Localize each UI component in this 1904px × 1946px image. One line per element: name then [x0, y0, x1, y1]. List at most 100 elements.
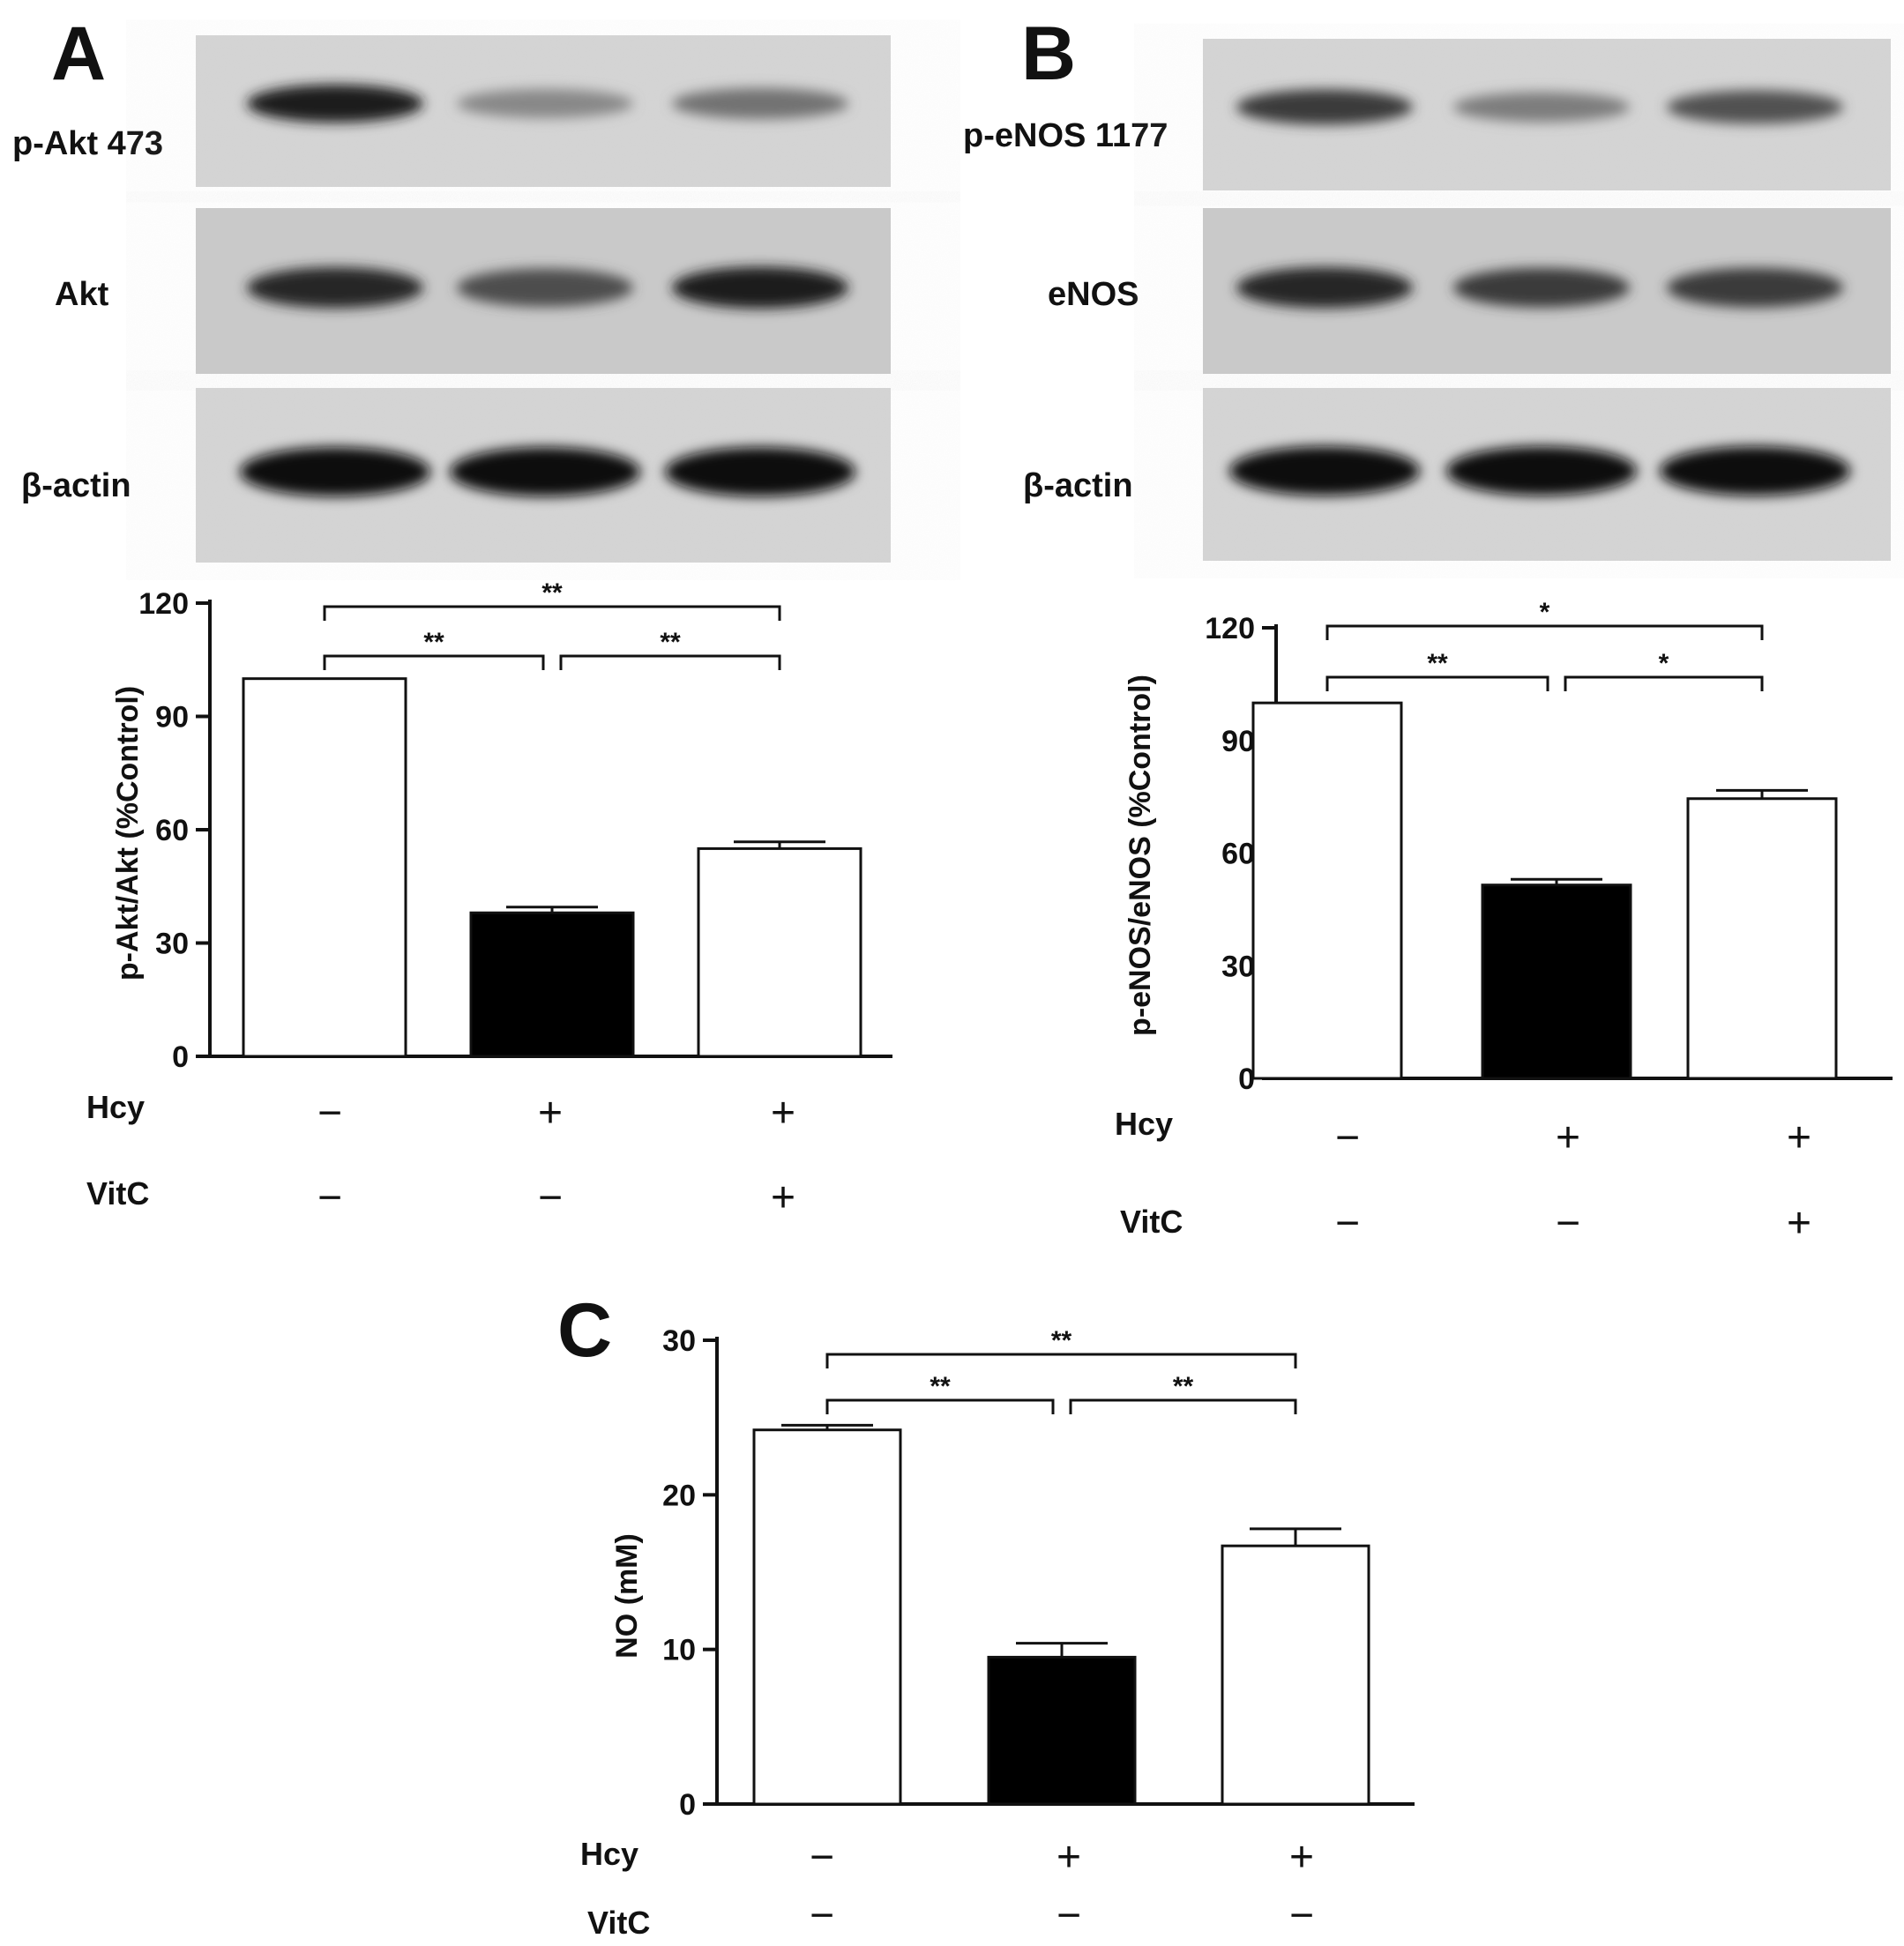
vitc-sign-3: −: [1289, 1892, 1314, 1939]
blot-band-lane-3: [665, 447, 855, 497]
significance-bracket-2: [1564, 675, 1764, 691]
blot-label-a-2: Akt: [55, 276, 109, 313]
blot-band-lane-1: [1236, 267, 1413, 309]
significance-label-3: **: [1051, 1326, 1072, 1355]
y-tick-label: 90: [155, 701, 189, 734]
y-tick-label: 0: [679, 1788, 696, 1822]
hcy-sign-3: +: [771, 1090, 795, 1137]
y-tick-label: 0: [172, 1040, 189, 1074]
vitc-sign-1: −: [810, 1892, 834, 1939]
blot-band-lane-3: [1667, 90, 1843, 124]
blot-band-lane-2: [457, 268, 633, 307]
y-tick-label: 30: [662, 1324, 696, 1358]
blot-band-lane-1: [247, 84, 423, 123]
significance-label-2: *: [1659, 649, 1669, 678]
y-tick-label: 30: [1221, 950, 1255, 983]
vitc-sign-2: −: [1057, 1892, 1081, 1939]
bar-2: [1481, 884, 1632, 1080]
vitc-sign-3: +: [1787, 1200, 1811, 1247]
blot-strip-1-1: [1203, 208, 1891, 374]
bar-2: [469, 911, 635, 1058]
vitc-sign-1: −: [1335, 1200, 1360, 1247]
vitc-sign-2: −: [538, 1174, 563, 1221]
hcy-sign-1: −: [810, 1834, 834, 1881]
significance-label-3: **: [541, 578, 563, 608]
blot-strip-0-0: [196, 35, 891, 187]
blot-band-lane-3: [672, 266, 848, 309]
y-tick-label: 20: [662, 1479, 696, 1512]
blot-strip-0-1: [196, 208, 891, 374]
blot-strip-1-2: [1203, 388, 1891, 561]
blot-band-lane-3: [672, 87, 848, 119]
row-label-vitc-c: VitC: [587, 1905, 650, 1941]
significance-bracket-3: [323, 605, 781, 621]
row-label-vitc-a: VitC: [86, 1175, 149, 1212]
blot-label-b-1: p-eNOS 1177: [963, 117, 1168, 154]
blot-band-lane-2: [1453, 92, 1630, 123]
hcy-sign-2: +: [1556, 1115, 1580, 1161]
y-axis-title-b: p-eNOS/eNOS (%Control): [1124, 675, 1157, 1036]
vitc-sign-3: +: [771, 1174, 795, 1221]
bar-2: [987, 1655, 1137, 1806]
panel-letter-a: A: [51, 11, 106, 96]
significance-label-1: **: [930, 1372, 951, 1401]
panel-letter-b: B: [1021, 11, 1076, 96]
blot-band-lane-2: [457, 88, 633, 118]
bar-3: [697, 846, 862, 1058]
significance-label-2: **: [660, 628, 681, 657]
chart-C: 0 10 20 30 ** ** ** − + + − − −: [662, 1324, 1415, 1939]
row-label-hcy-a: Hcy: [86, 1089, 145, 1125]
significance-bracket-3: [1325, 624, 1764, 640]
hcy-sign-1: −: [1335, 1115, 1360, 1161]
significance-bracket-2: [1069, 1398, 1297, 1414]
y-tick-label: 10: [662, 1634, 696, 1667]
y-tick-label: 60: [1221, 838, 1255, 871]
bar-1: [242, 677, 407, 1058]
significance-bracket-1: [825, 1398, 1055, 1414]
bar-3: [1686, 797, 1838, 1080]
blot-band-lane-3: [1667, 267, 1843, 308]
y-tick-label: 90: [1221, 725, 1255, 758]
bar-3: [1221, 1544, 1370, 1806]
hcy-sign-1: −: [317, 1090, 342, 1137]
y-axis-title-c: NO (mM): [610, 1533, 644, 1659]
panel-letter-c: C: [557, 1288, 612, 1373]
y-tick-label: 120: [1205, 612, 1255, 645]
y-tick-label: 60: [155, 814, 189, 847]
hcy-sign-2: +: [538, 1090, 563, 1137]
vitc-sign-1: −: [317, 1174, 342, 1221]
chart-A: 0 30 60 90 120 ** ** ** − + + − − +: [138, 578, 892, 1221]
blot-band-lane-1: [1236, 89, 1413, 125]
blot-strip-1-0: [1203, 39, 1891, 190]
bar-1: [1251, 701, 1403, 1080]
y-tick-label: 30: [155, 928, 189, 961]
significance-label-1: **: [1427, 649, 1448, 678]
blot-band-lane-1: [240, 447, 430, 497]
blot-label-b-3: β-actin: [1023, 467, 1133, 504]
y-tick-label: 0: [1238, 1062, 1255, 1096]
significance-bracket-1: [323, 654, 545, 670]
significance-label-1: **: [423, 628, 444, 657]
hcy-sign-2: +: [1057, 1834, 1081, 1881]
row-label-hcy-b: Hcy: [1115, 1106, 1173, 1142]
row-label-vitc-b: VitC: [1120, 1204, 1183, 1240]
blot-band-lane-1: [247, 267, 423, 309]
y-axis-title-a: p-Akt/Akt (%Control): [111, 686, 145, 980]
vitc-sign-2: −: [1556, 1200, 1580, 1247]
bar-1: [752, 1428, 902, 1806]
blot-label-a-1: p-Akt 473: [12, 125, 163, 162]
significance-bracket-1: [1325, 675, 1549, 691]
blot-label-b-2: eNOS: [1048, 276, 1139, 313]
significance-label-3: *: [1540, 598, 1550, 627]
blot-label-a-3: β-actin: [21, 467, 131, 504]
row-label-hcy-c: Hcy: [580, 1836, 638, 1872]
blot-band-lane-2: [1453, 267, 1630, 308]
significance-bracket-2: [559, 654, 781, 670]
blot-band-lane-2: [1446, 446, 1637, 496]
blot-band-lane-1: [1229, 446, 1420, 496]
blot-band-lane-3: [1660, 446, 1850, 496]
significance-bracket-3: [825, 1353, 1297, 1368]
